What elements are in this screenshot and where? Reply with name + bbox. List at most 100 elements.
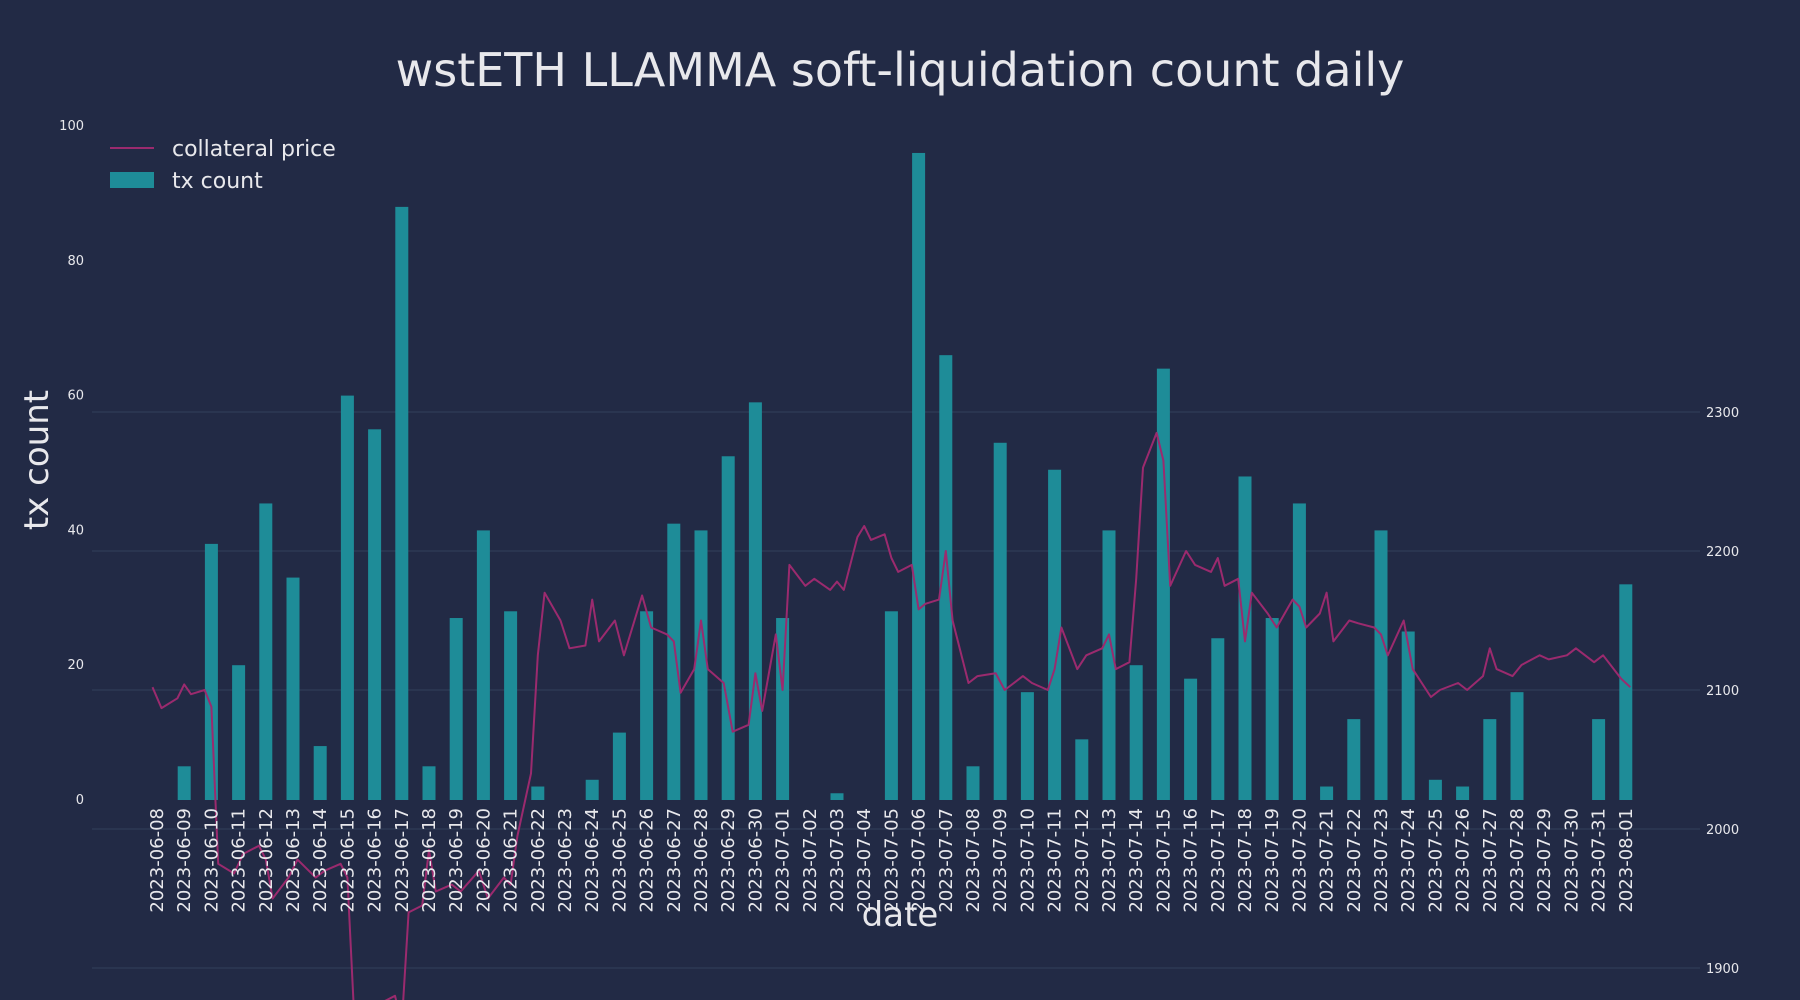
x-tick-label: 2023-06-28 [691,808,712,913]
x-tick-label: 2023-07-24 [1398,808,1419,913]
bar [612,732,626,800]
bar [1048,469,1062,800]
legend-label-tx-count: tx count [172,169,263,194]
x-tick-label: 2023-06-16 [365,808,386,913]
bar [232,665,246,800]
bar [1401,631,1415,800]
bar [313,746,327,800]
bar [1265,618,1279,800]
x-tick-label: 2023-07-11 [1045,808,1066,913]
y-tick-label: 60 [67,389,84,404]
y2-tick-label: 2300 [1706,406,1739,421]
x-tick-label: 2023-07-25 [1425,808,1446,913]
x-tick-label: 2023-07-10 [1017,808,1038,913]
y-tick-label: 80 [67,254,84,269]
bar [286,577,300,800]
legend-label-collateral-price: collateral price [172,137,336,162]
x-tick-label: 2023-06-20 [473,808,494,913]
bar [531,786,545,800]
x-tick-label: 2023-07-03 [827,808,848,913]
x-tick-label: 2023-06-27 [664,808,685,913]
x-tick-label: 2023-07-31 [1589,808,1610,913]
bar [1592,719,1606,800]
x-tick-label: 2023-07-17 [1208,808,1229,913]
x-tick-label: 2023-06-14 [310,808,331,913]
x-tick-label: 2023-06-18 [419,808,440,913]
bar [476,530,490,800]
x-tick-label: 2023-07-27 [1480,808,1501,913]
bar [1102,530,1116,800]
x-tick-label: 2023-07-16 [1181,808,1202,913]
x-tick-label: 2023-06-08 [147,808,168,913]
bar [1020,692,1034,800]
x-tick-label: 2023-06-21 [501,808,522,913]
bar [667,523,681,800]
bar [177,766,191,800]
x-tick-label: 2023-07-08 [963,808,984,913]
bar [204,543,218,800]
x-tick-label: 2023-07-20 [1289,808,1310,913]
x-tick-label: 2023-07-15 [1153,808,1174,913]
x-tick-label: 2023-07-06 [909,808,930,913]
bar [721,456,735,800]
bar [830,793,844,800]
bar [966,766,980,800]
price-line [151,431,1631,1000]
bar [504,611,518,800]
x-tick-label: 2023-06-29 [718,808,739,913]
bar [1456,786,1470,800]
x-tick-label: 2023-07-22 [1344,808,1365,913]
bar [993,442,1007,800]
x-tick-label: 2023-08-01 [1616,808,1637,913]
x-tick-label: 2023-07-29 [1534,808,1555,913]
x-tick-label: 2023-06-25 [609,808,630,913]
x-tick-label: 2023-06-23 [555,808,576,913]
x-tick-label: 2023-06-11 [229,808,250,913]
y2-tick-label: 1900 [1706,962,1739,977]
x-tick-label: 2023-07-12 [1072,808,1093,913]
x-tick-label: 2023-07-14 [1126,808,1147,913]
bar [884,611,898,800]
x-axis-label: date [862,895,939,935]
x-tick-label: 2023-07-30 [1561,808,1582,913]
bar [912,152,926,800]
bar [1619,584,1633,800]
bar [1510,692,1524,800]
x-tick-label: 2023-06-17 [392,808,413,913]
chart-title: wstETH LLAMMA soft-liquidation count dai… [396,43,1405,97]
x-tick-label: 2023-07-13 [1099,808,1120,913]
x-tick-label: 2023-06-19 [446,808,467,913]
y-axis-right-ticks: 1900 2000 2100 2200 2300 [1706,406,1739,977]
x-tick-label: 2023-07-07 [936,808,957,913]
x-tick-label: 2023-06-22 [528,808,549,913]
bar [449,618,463,800]
line-collateral-price [151,431,1631,1000]
x-tick-label: 2023-06-24 [582,808,603,913]
x-tick-label: 2023-07-26 [1453,808,1474,913]
bar [1347,719,1361,800]
bar [1292,503,1306,800]
x-tick-label: 2023-07-09 [990,808,1011,913]
bar [259,503,273,800]
bar [368,429,382,800]
y2-tick-label: 2200 [1706,545,1739,560]
bar [748,402,762,800]
bar [1075,739,1089,800]
x-tick-label: 2023-06-15 [337,808,358,913]
y-tick-label: 100 [59,119,84,134]
y-axis-label: tx count [17,390,57,530]
x-tick-label: 2023-06-26 [637,808,658,913]
x-tick-label: 2023-07-04 [854,808,875,913]
bar [1483,719,1497,800]
y2-tick-label: 2100 [1706,684,1739,699]
bar [340,395,354,800]
x-tick-label: 2023-07-19 [1262,808,1283,913]
bar [1211,638,1225,800]
x-tick-label: 2023-06-30 [745,808,766,913]
x-tick-label: 2023-07-18 [1235,808,1256,913]
x-axis-ticks: 2023-06-08 2023-06-09 2023-06-10 2023-06-11… [147,808,1637,913]
y-tick-label: 0 [76,793,84,808]
y-axis-left-ticks: 0 20 40 60 80 100 [59,119,84,808]
